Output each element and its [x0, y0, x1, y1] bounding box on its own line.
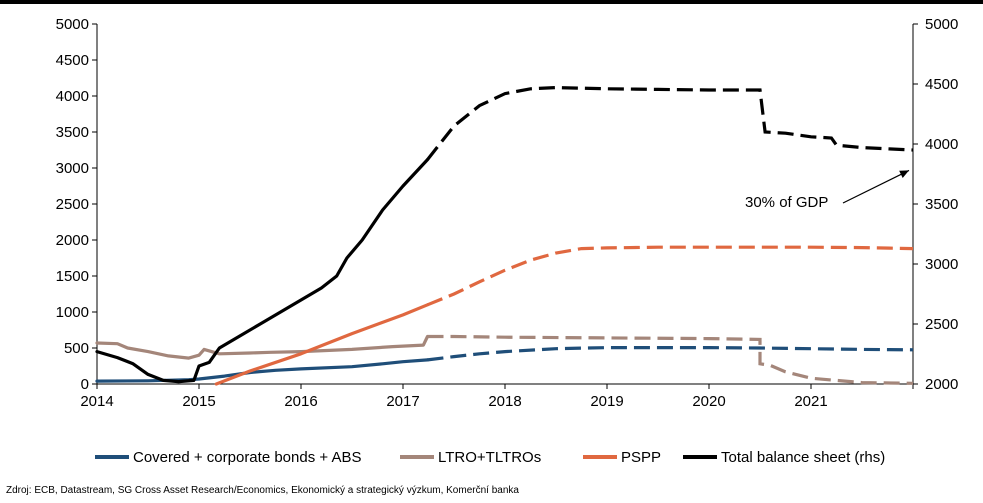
- y-left-tick-label: 1000: [56, 304, 89, 321]
- axes-layer: 0 500 1000 1500 2000 2500 3000 3500 4000 4500 5000…: [56, 16, 959, 410]
- x-tick-label: 2016: [284, 393, 317, 410]
- legend-label-pspp: PSPP: [621, 449, 661, 466]
- series-covered-corporate-bonds-abs-forecast: [427, 346, 914, 362]
- y-right-tick-label: 4500: [925, 76, 958, 93]
- top-rule: [0, 0, 983, 4]
- series-covered-corporate-bonds-abs-actual: [95, 358, 430, 383]
- legend-label-total-balance-sheet-rhs: Total balance sheet (rhs): [721, 449, 885, 466]
- x-tick-label: 2017: [386, 393, 419, 410]
- y-right-tick-label: 2000: [925, 376, 958, 393]
- series-layer: [95, 85, 914, 386]
- x-tick-label: 2015: [182, 393, 215, 410]
- y-right-tick-label: 2500: [925, 316, 958, 333]
- x-tick-label: 2020: [692, 393, 725, 410]
- y-left-tick-label: 1500: [56, 268, 89, 285]
- series-pspp-actual: [214, 303, 430, 386]
- y-left-tick-label: 0: [81, 376, 89, 393]
- legend-label-covered-corporate-bonds-abs: Covered + corporate bonds + ABS: [133, 449, 361, 466]
- y-right-tick-label: 3000: [925, 256, 958, 273]
- series-ltro-tltros-actual: [95, 334, 430, 360]
- annotation-layer: 30% of GDP: [745, 169, 910, 211]
- annotation-label: 30% of GDP: [745, 194, 828, 211]
- y-right-tick-label: 5000: [925, 16, 958, 33]
- series-total-balance-sheet-rhs-forecast: [426, 85, 914, 161]
- x-tick-label: 2019: [590, 393, 623, 410]
- x-tick-label: 2018: [488, 393, 521, 410]
- balance-sheet-chart: 0 500 1000 1500 2000 2500 3000 3500 4000 4500 5000…: [56, 16, 959, 466]
- series-total-balance-sheet-rhs-actual: [95, 158, 430, 384]
- y-left-tick-label: 500: [64, 340, 89, 357]
- x-tick-label: 2014: [80, 393, 113, 410]
- y-left-tick-label: 3000: [56, 160, 89, 177]
- x-tick-label: 2021: [794, 393, 827, 410]
- annotation-arrow-head: [899, 170, 909, 178]
- y-left-tick-label: 5000: [56, 16, 89, 33]
- source-note: Zdroj: ECB, Datastream, SG Cross Asset R…: [6, 485, 519, 496]
- y-left-tick-label: 4500: [56, 52, 89, 69]
- legend: Covered + corporate bonds + ABS LTRO+TLTR…: [95, 449, 885, 466]
- series-ltro-tltros-forecast: [427, 334, 914, 385]
- y-left-tick-label: 2500: [56, 196, 89, 213]
- y-right-tick-label: 3500: [925, 196, 958, 213]
- y-left-tick-label: 4000: [56, 88, 89, 105]
- y-left-tick-label: 3500: [56, 124, 89, 141]
- y-right-tick-label: 4000: [925, 136, 958, 153]
- series-pspp-forecast: [426, 245, 914, 307]
- annotation-arrow-line: [842, 169, 910, 204]
- y-left-tick-label: 2000: [56, 232, 89, 249]
- legend-label-ltro-tltros: LTRO+TLTROs: [438, 449, 541, 466]
